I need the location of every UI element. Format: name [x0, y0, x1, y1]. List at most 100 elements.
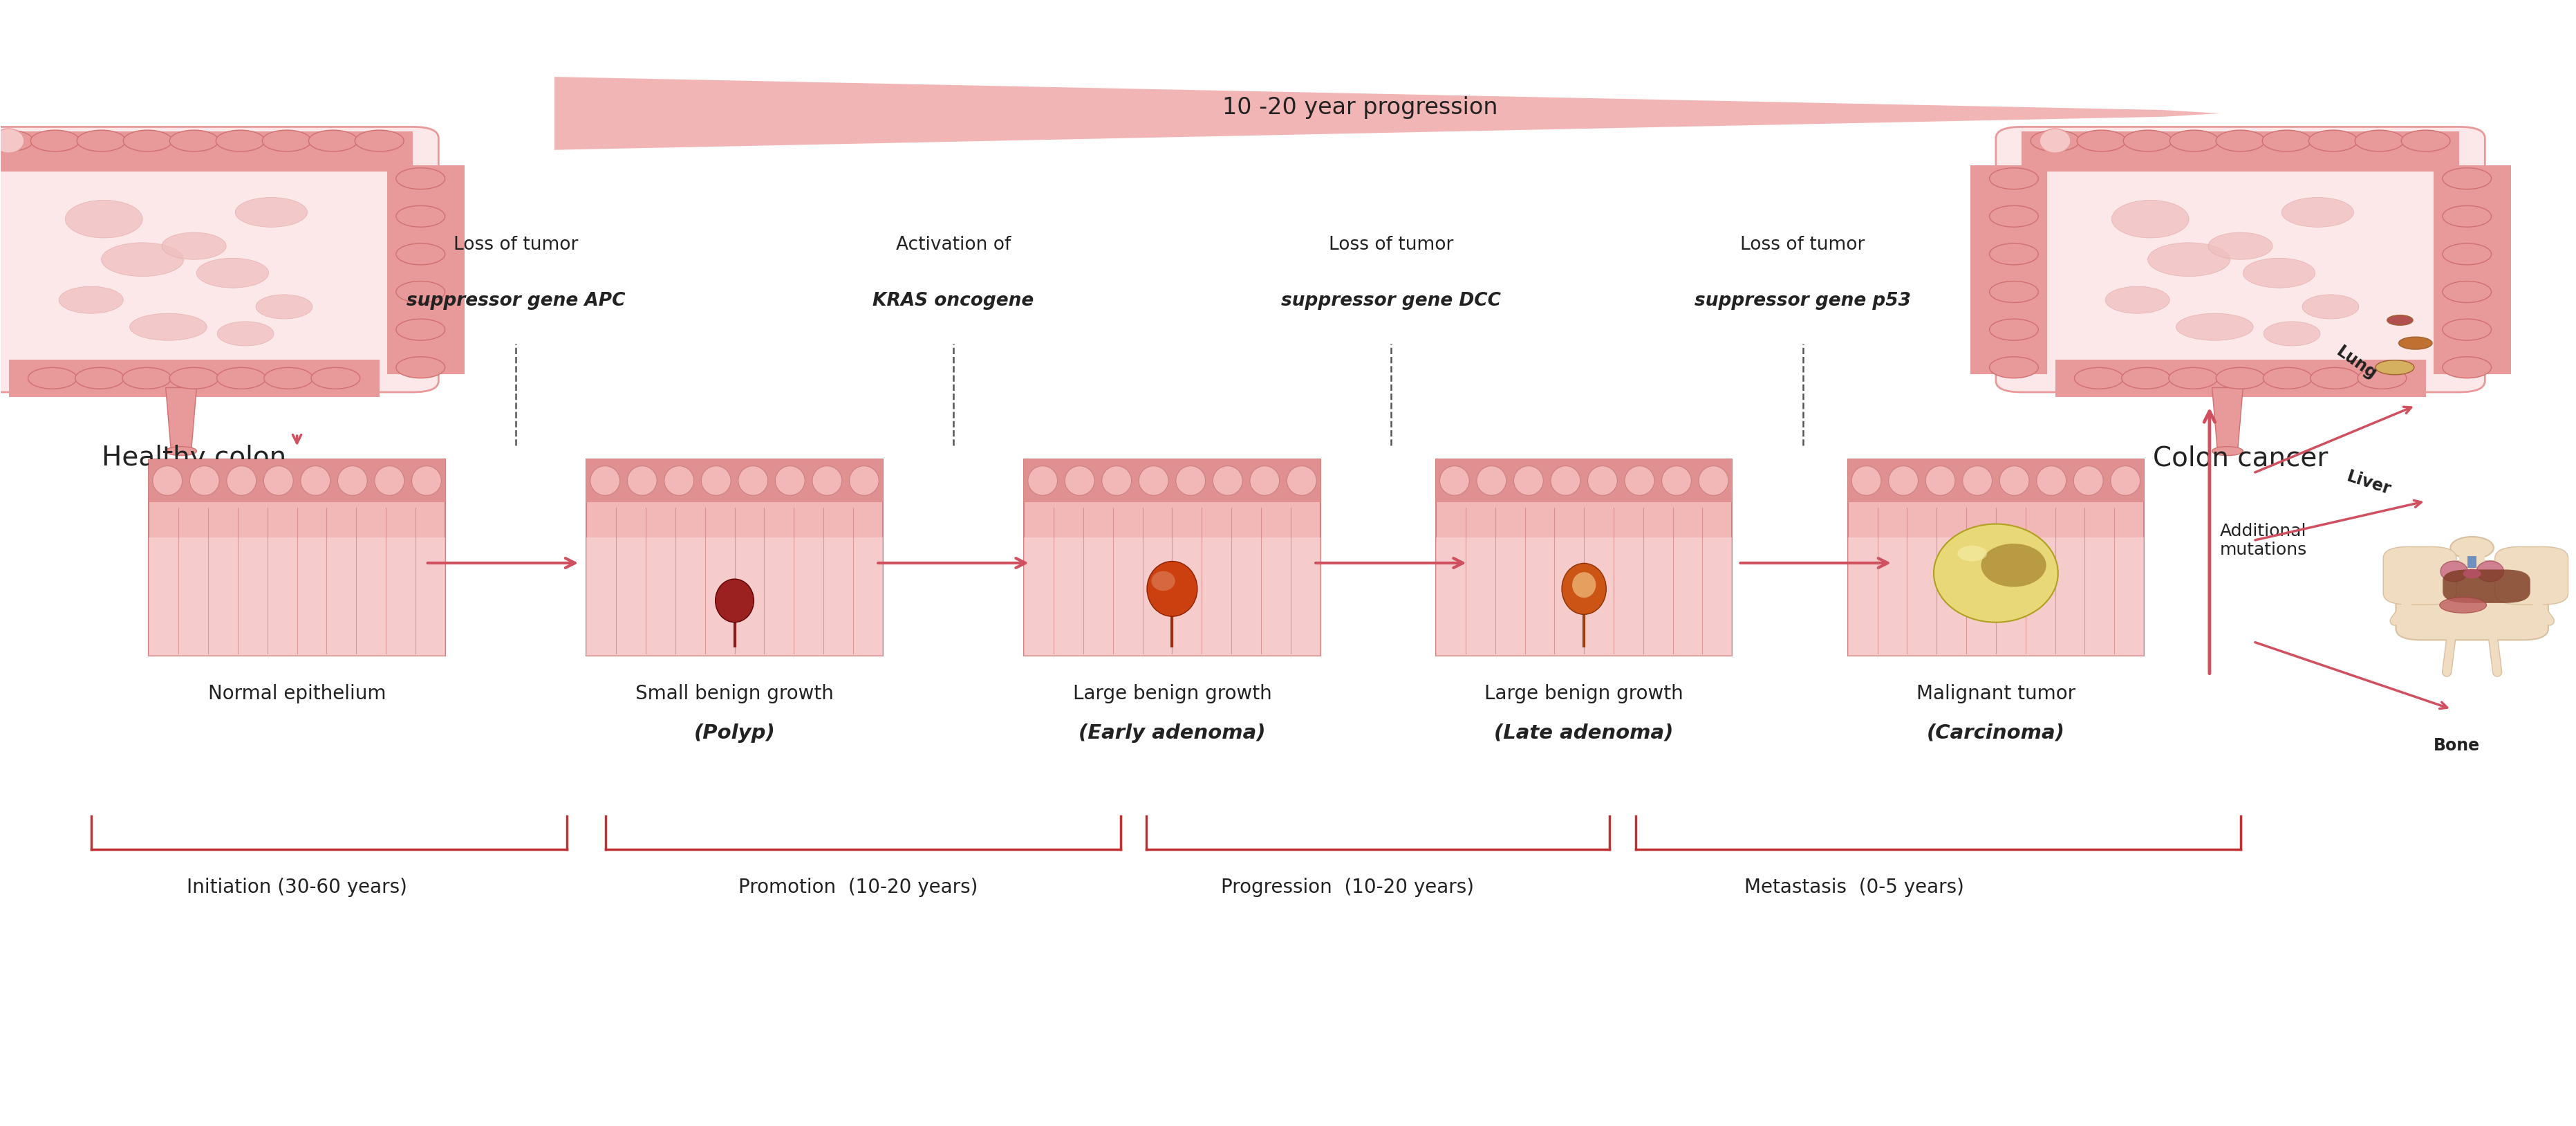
- Ellipse shape: [129, 313, 206, 340]
- Ellipse shape: [397, 243, 446, 265]
- FancyBboxPatch shape: [2442, 570, 2530, 604]
- Bar: [149, 459, 446, 502]
- Text: Bone: Bone: [2434, 738, 2481, 753]
- Text: Healthy colon: Healthy colon: [100, 445, 286, 472]
- Text: suppressor gene APC: suppressor gene APC: [407, 292, 626, 310]
- Bar: [1847, 459, 2143, 502]
- Ellipse shape: [374, 466, 404, 495]
- Ellipse shape: [2112, 200, 2190, 238]
- Ellipse shape: [1028, 466, 1059, 495]
- Ellipse shape: [2169, 131, 2218, 152]
- Ellipse shape: [1989, 319, 2038, 340]
- Ellipse shape: [2040, 128, 2071, 153]
- Ellipse shape: [28, 367, 77, 388]
- Ellipse shape: [355, 131, 404, 152]
- Ellipse shape: [590, 466, 621, 495]
- Ellipse shape: [234, 197, 307, 227]
- Ellipse shape: [2442, 206, 2491, 227]
- Ellipse shape: [337, 466, 368, 495]
- Ellipse shape: [2123, 131, 2172, 152]
- Ellipse shape: [255, 295, 312, 319]
- Ellipse shape: [312, 367, 361, 388]
- Polygon shape: [2213, 387, 2244, 448]
- FancyBboxPatch shape: [2396, 561, 2548, 640]
- Bar: [587, 459, 884, 502]
- Bar: [386, 166, 464, 374]
- Ellipse shape: [64, 200, 142, 238]
- Ellipse shape: [2148, 242, 2231, 276]
- Bar: [2434, 166, 2512, 374]
- Ellipse shape: [2388, 315, 2414, 325]
- Ellipse shape: [2076, 131, 2125, 152]
- Ellipse shape: [191, 466, 219, 495]
- Ellipse shape: [1981, 544, 2045, 587]
- Ellipse shape: [309, 131, 358, 152]
- Ellipse shape: [170, 367, 219, 388]
- Ellipse shape: [1587, 466, 1618, 495]
- Text: (Polyp): (Polyp): [693, 723, 775, 742]
- Ellipse shape: [2264, 322, 2321, 346]
- Ellipse shape: [1662, 466, 1692, 495]
- Bar: [2460, 553, 2486, 569]
- Text: suppressor gene p53: suppressor gene p53: [1695, 292, 1911, 310]
- Ellipse shape: [1989, 168, 2038, 189]
- Bar: [1025, 459, 1319, 502]
- Ellipse shape: [2354, 131, 2403, 152]
- Ellipse shape: [397, 357, 446, 378]
- Ellipse shape: [775, 466, 804, 495]
- Ellipse shape: [301, 466, 330, 495]
- Ellipse shape: [811, 466, 842, 495]
- Ellipse shape: [1175, 466, 1206, 495]
- Ellipse shape: [227, 466, 255, 495]
- Bar: [149, 459, 446, 655]
- Ellipse shape: [1698, 466, 1728, 495]
- Text: (Early adenoma): (Early adenoma): [1079, 723, 1265, 742]
- Ellipse shape: [739, 466, 768, 495]
- Ellipse shape: [0, 128, 23, 153]
- Ellipse shape: [1146, 562, 1198, 616]
- Ellipse shape: [2177, 313, 2254, 340]
- Bar: [0, 132, 412, 172]
- Bar: [149, 538, 446, 655]
- Bar: [8, 359, 379, 397]
- Ellipse shape: [1064, 466, 1095, 495]
- Ellipse shape: [397, 206, 446, 227]
- Ellipse shape: [1288, 466, 1316, 495]
- Ellipse shape: [2264, 367, 2313, 388]
- Ellipse shape: [216, 322, 273, 346]
- Ellipse shape: [2303, 295, 2360, 319]
- Ellipse shape: [2215, 367, 2264, 388]
- Ellipse shape: [216, 367, 265, 388]
- Ellipse shape: [1963, 466, 1991, 495]
- Polygon shape: [554, 77, 2164, 150]
- Text: Progression  (10-20 years): Progression (10-20 years): [1221, 878, 1473, 897]
- Bar: [1435, 459, 1731, 502]
- Ellipse shape: [2074, 466, 2102, 495]
- Ellipse shape: [2450, 537, 2494, 558]
- Text: Metastasis  (0-5 years): Metastasis (0-5 years): [1744, 878, 1963, 897]
- Ellipse shape: [100, 242, 183, 276]
- Ellipse shape: [2308, 131, 2357, 152]
- Text: Loss of tumor: Loss of tumor: [1329, 235, 1453, 253]
- Bar: [2022, 132, 2460, 172]
- Ellipse shape: [2215, 131, 2264, 152]
- Text: KRAS oncogene: KRAS oncogene: [873, 292, 1033, 310]
- Ellipse shape: [1103, 466, 1131, 495]
- Ellipse shape: [2208, 233, 2272, 259]
- Ellipse shape: [165, 447, 196, 456]
- Text: Colon cancer: Colon cancer: [2154, 445, 2329, 472]
- Ellipse shape: [263, 367, 312, 388]
- Ellipse shape: [2262, 131, 2311, 152]
- FancyBboxPatch shape: [2496, 547, 2568, 605]
- Ellipse shape: [2442, 243, 2491, 265]
- Text: Liver: Liver: [2344, 468, 2393, 498]
- Ellipse shape: [1476, 466, 1507, 495]
- Ellipse shape: [1935, 524, 2058, 623]
- Ellipse shape: [2476, 561, 2504, 581]
- Text: Activation of: Activation of: [896, 235, 1010, 253]
- Text: Initiation (30-60 years): Initiation (30-60 years): [185, 878, 407, 897]
- Ellipse shape: [1989, 206, 2038, 227]
- Ellipse shape: [629, 466, 657, 495]
- Ellipse shape: [2282, 197, 2354, 227]
- Ellipse shape: [77, 131, 126, 152]
